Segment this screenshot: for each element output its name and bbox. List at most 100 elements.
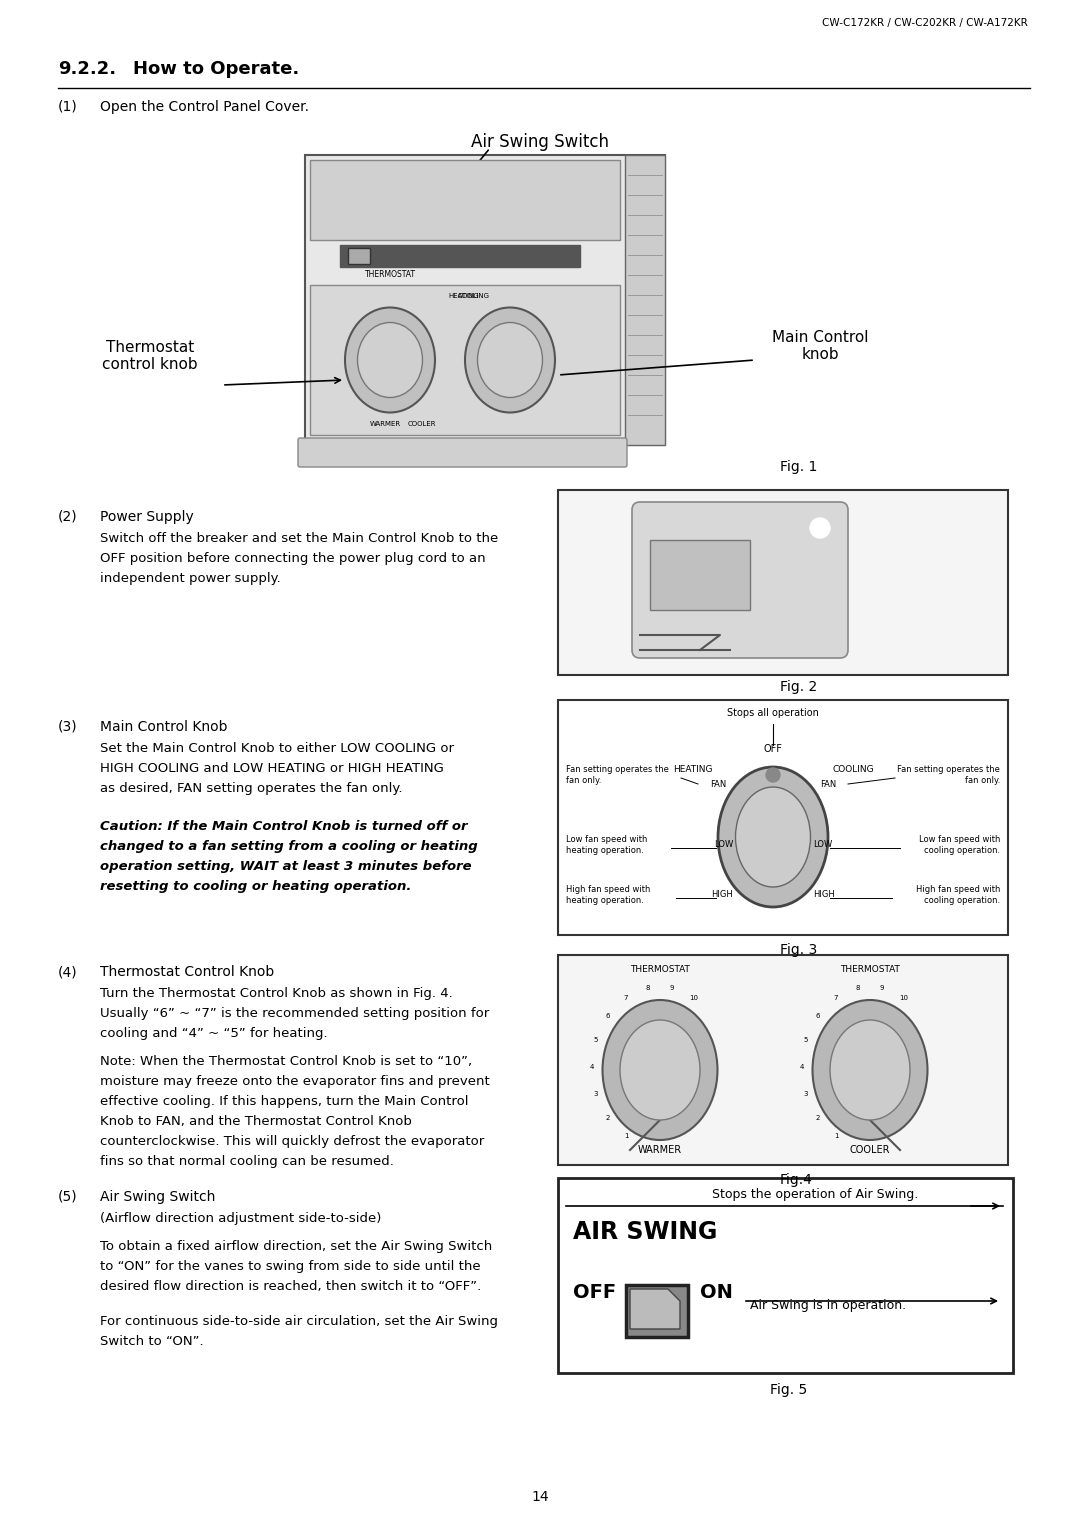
Text: 10: 10 (900, 995, 908, 1001)
Text: 9.2.2.: 9.2.2. (58, 60, 117, 78)
Text: Thermostat
control knob: Thermostat control knob (103, 341, 198, 373)
Text: (3): (3) (58, 720, 78, 733)
Text: LOW: LOW (813, 840, 833, 850)
Text: Power Supply: Power Supply (100, 510, 193, 524)
FancyBboxPatch shape (298, 439, 627, 468)
Polygon shape (630, 1290, 680, 1329)
Text: 1: 1 (624, 1134, 629, 1140)
Bar (626, 1285, 688, 1337)
Text: Main Control Knob: Main Control Knob (100, 720, 228, 733)
Text: How to Operate.: How to Operate. (133, 60, 299, 78)
Text: (4): (4) (58, 966, 78, 979)
Text: OFF: OFF (573, 1284, 616, 1302)
Text: 5: 5 (594, 1036, 598, 1042)
Bar (558, 700, 1008, 935)
Text: 6: 6 (815, 1013, 820, 1019)
Text: COOLER: COOLER (408, 422, 436, 426)
Text: Note: When the Thermostat Control Knob is set to “10”,
moisture may freeze onto : Note: When the Thermostat Control Knob i… (100, 1054, 489, 1167)
Text: 9: 9 (670, 986, 674, 992)
Bar (625, 154, 665, 445)
Text: COOLING: COOLING (458, 293, 490, 299)
Text: Fig. 1: Fig. 1 (780, 460, 818, 474)
Ellipse shape (735, 787, 810, 886)
Text: ON: ON (396, 249, 407, 258)
Ellipse shape (620, 1021, 700, 1120)
Text: COOLER: COOLER (850, 1144, 890, 1155)
Ellipse shape (718, 767, 828, 908)
Circle shape (766, 769, 780, 782)
Text: COOLING: COOLING (833, 766, 874, 775)
Text: 14: 14 (531, 1490, 549, 1504)
Text: Main Control
knob: Main Control knob (772, 330, 868, 362)
Ellipse shape (831, 1021, 910, 1120)
Text: AIR SWING: AIR SWING (360, 246, 409, 255)
Text: OFF: OFF (374, 249, 389, 258)
Text: ON: ON (700, 1284, 733, 1302)
Text: Thermostat Control Knob: Thermostat Control Knob (100, 966, 274, 979)
Text: 7: 7 (624, 995, 629, 1001)
Text: (1): (1) (58, 99, 78, 115)
Text: 4: 4 (800, 1063, 805, 1070)
Bar (310, 160, 620, 240)
Text: To obtain a fixed airflow direction, set the Air Swing Switch
to “ON” for the va: To obtain a fixed airflow direction, set… (100, 1241, 492, 1293)
Text: (5): (5) (58, 1190, 78, 1204)
Text: AIR SWING: AIR SWING (573, 1219, 717, 1244)
Text: Fan setting operates the
fan only.: Fan setting operates the fan only. (566, 766, 669, 785)
Text: 2: 2 (815, 1115, 820, 1122)
Text: Set the Main Control Knob to either LOW COOLING or
HIGH COOLING and LOW HEATING : Set the Main Control Knob to either LOW … (100, 743, 454, 795)
Text: 3: 3 (594, 1091, 598, 1097)
Text: OFF: OFF (764, 744, 782, 753)
Text: Fan setting operates the
fan only.: Fan setting operates the fan only. (897, 766, 1000, 785)
Bar (650, 539, 750, 610)
Text: Air Swing is in operation.: Air Swing is in operation. (750, 1299, 906, 1313)
Text: High fan speed with
heating operation.: High fan speed with heating operation. (566, 885, 650, 905)
Text: Air Swing Switch: Air Swing Switch (471, 133, 609, 151)
Circle shape (810, 518, 831, 538)
Text: (Airflow direction adjustment side-to-side): (Airflow direction adjustment side-to-si… (100, 1212, 381, 1225)
Text: LOW: LOW (714, 840, 733, 850)
Text: THERMOSTAT: THERMOSTAT (630, 966, 690, 973)
Text: THERMOSTAT: THERMOSTAT (840, 966, 900, 973)
Text: HEATING: HEATING (673, 766, 713, 775)
Text: For continuous side-to-side air circulation, set the Air Swing
Switch to “ON”.: For continuous side-to-side air circulat… (100, 1316, 498, 1348)
Bar (558, 955, 1008, 1164)
Text: (2): (2) (58, 510, 78, 524)
Text: Fig. 3: Fig. 3 (780, 943, 818, 957)
Text: High fan speed with
cooling operation.: High fan speed with cooling operation. (916, 885, 1000, 905)
Text: 10: 10 (689, 995, 699, 1001)
Ellipse shape (603, 999, 717, 1140)
Text: WARMER: WARMER (370, 422, 401, 426)
Ellipse shape (345, 307, 435, 413)
Text: HIGH: HIGH (813, 889, 835, 898)
Text: HEATING: HEATING (448, 293, 478, 299)
Text: Caution: If the Main Control Knob is turned off or
changed to a fan setting from: Caution: If the Main Control Knob is tur… (100, 821, 477, 892)
Bar (310, 286, 620, 435)
Text: Fig. 2: Fig. 2 (780, 680, 818, 694)
Text: 8: 8 (646, 986, 650, 992)
Text: WARMER: WARMER (638, 1144, 683, 1155)
Bar (305, 154, 665, 445)
Text: 9: 9 (879, 986, 885, 992)
Text: 5: 5 (804, 1036, 808, 1042)
Text: Switch off the breaker and set the Main Control Knob to the
OFF position before : Switch off the breaker and set the Main … (100, 532, 498, 585)
Text: Fig.4: Fig.4 (780, 1174, 813, 1187)
FancyBboxPatch shape (632, 503, 848, 659)
Text: Stops all operation: Stops all operation (727, 707, 819, 718)
Text: 8: 8 (856, 986, 861, 992)
Bar (348, 248, 370, 264)
Ellipse shape (465, 307, 555, 413)
Text: Air Swing Switch: Air Swing Switch (100, 1190, 215, 1204)
Text: CW-C172KR / CW-C202KR / CW-A172KR: CW-C172KR / CW-C202KR / CW-A172KR (822, 18, 1028, 28)
Text: 6: 6 (606, 1013, 610, 1019)
Bar (558, 1178, 1013, 1374)
Text: Turn the Thermostat Control Knob as shown in Fig. 4.
Usually “6” ~ “7” is the re: Turn the Thermostat Control Knob as show… (100, 987, 489, 1041)
Text: Open the Control Panel Cover.: Open the Control Panel Cover. (100, 99, 309, 115)
Text: 1: 1 (834, 1134, 838, 1140)
Text: 4: 4 (590, 1063, 594, 1070)
Text: 7: 7 (834, 995, 838, 1001)
Text: Low fan speed with
cooling operation.: Low fan speed with cooling operation. (919, 834, 1000, 856)
Text: Stops the operation of Air Swing.: Stops the operation of Air Swing. (712, 1187, 918, 1201)
Ellipse shape (812, 999, 928, 1140)
Ellipse shape (477, 322, 542, 397)
Text: Fig. 5: Fig. 5 (770, 1383, 807, 1397)
